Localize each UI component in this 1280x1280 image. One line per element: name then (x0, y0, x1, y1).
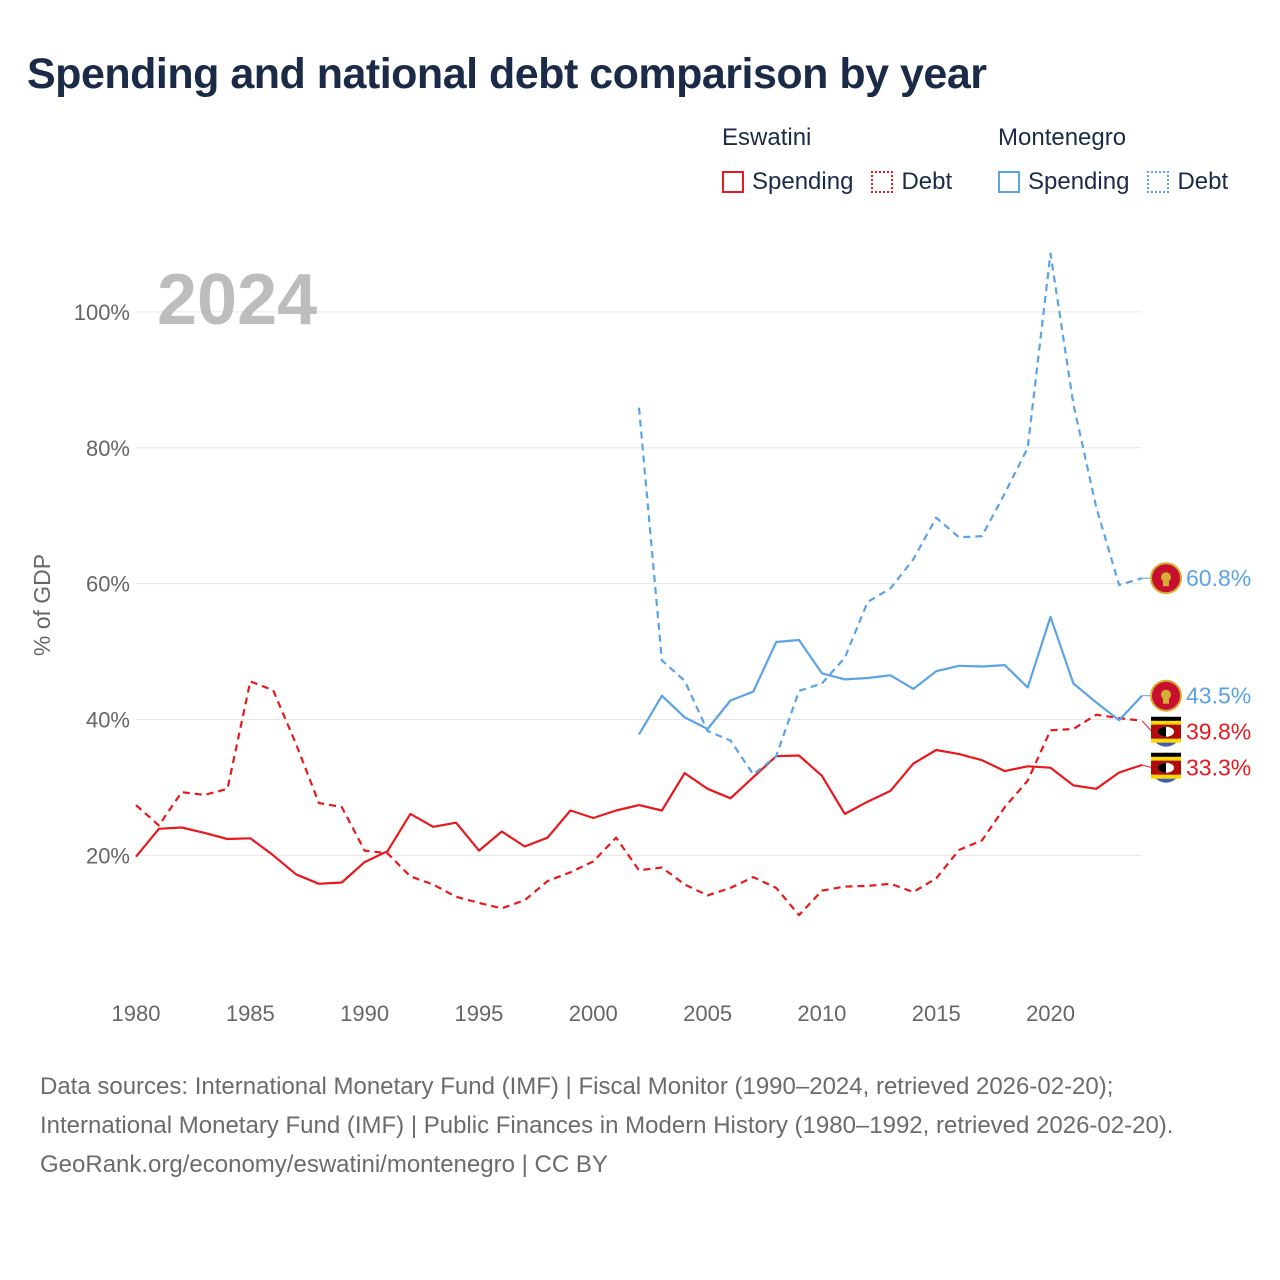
x-tick-label: 2020 (1026, 1001, 1075, 1026)
legend-montenegro: Montenegro Spending Debt (998, 124, 1228, 196)
end-label-leader (1141, 764, 1153, 769)
x-tick-label: 1985 (226, 1001, 275, 1026)
eswatini-flag-icon (1151, 716, 1181, 747)
x-tick-label: 1990 (340, 1001, 389, 1026)
x-tick-label: 1995 (454, 1001, 503, 1026)
legend-item-label: Spending (1028, 168, 1130, 195)
montenegro-flag-icon (1150, 562, 1182, 595)
series-line-montenegro-spending[interactable] (638, 615, 1143, 735)
legend-eswatini: Eswatini Spending Debt (722, 124, 952, 196)
end-label-leader (1141, 720, 1153, 733)
eswatini-flag-icon (1151, 752, 1181, 783)
credit-line: GeoRank.org/economy/eswatini/montenegro … (40, 1151, 608, 1178)
y-tick-label: 100% (74, 300, 130, 325)
solid-line-swatch-icon (998, 171, 1020, 193)
flag-stripe (1151, 738, 1181, 743)
flag-emblem (1163, 698, 1169, 704)
y-tick-label: 80% (86, 436, 130, 461)
x-tick-label: 2005 (683, 1001, 732, 1026)
montenegro-flag-icon (1150, 679, 1182, 712)
flag-stripe (1151, 720, 1181, 725)
legend-item-montenegro-spending[interactable]: Spending (998, 168, 1129, 196)
y-tick-label: 20% (86, 843, 130, 868)
end-value-label: 33.3% (1186, 755, 1251, 781)
series-line-eswatini-spending[interactable] (135, 748, 1143, 885)
series-line-montenegro-debt[interactable] (637, 252, 1143, 776)
legend-group-title: Montenegro (998, 124, 1127, 151)
y-axis-label: % of GDP (29, 554, 55, 656)
flag-top (1151, 716, 1181, 721)
flag-emblem (1161, 572, 1171, 583)
flag-shield (1158, 726, 1166, 737)
solid-line-swatch-icon (722, 171, 744, 193)
y-tick-label: 60% (86, 572, 130, 597)
x-tick-label: 1980 (112, 1001, 161, 1026)
y-tick-label: 40% (86, 707, 130, 732)
end-value-label: 60.8% (1186, 565, 1251, 591)
legend-item-label: Debt (901, 168, 953, 195)
legend-item-label: Debt (1177, 168, 1229, 195)
x-tick-label: 2000 (569, 1001, 618, 1026)
flag-shield (1158, 762, 1166, 773)
flag-emblem (1163, 581, 1169, 587)
series-line-eswatini-debt[interactable] (135, 680, 1143, 917)
flag-stripe (1151, 756, 1181, 761)
legend-item-montenegro-debt[interactable]: Debt (1147, 168, 1228, 196)
end-value-label: 43.5% (1186, 683, 1251, 709)
end-value-label: 39.8% (1186, 719, 1251, 745)
dotted-line-swatch-icon (1147, 171, 1170, 193)
page-title: Spending and national debt comparison by… (27, 50, 987, 98)
dotted-line-swatch-icon (871, 171, 894, 193)
legend-item-eswatini-spending[interactable]: Spending (722, 168, 853, 196)
flag-stripe (1151, 774, 1181, 779)
x-tick-label: 2010 (797, 1001, 846, 1026)
x-tick-label: 2015 (912, 1001, 961, 1026)
footer: Data sources: International Monetary Fun… (40, 1067, 1240, 1184)
line-chart: 20% 40% 60% 80% 100% 1980 1985 1990 1995 2000 2005… (29, 252, 1251, 1026)
flag-emblem (1161, 689, 1171, 700)
year-watermark: 2024 (157, 260, 317, 340)
flag-top (1151, 752, 1181, 757)
legend-group-title: Eswatini (722, 124, 812, 151)
legend-item-eswatini-debt[interactable]: Debt (871, 168, 952, 196)
legend-item-label: Spending (752, 168, 854, 195)
data-sources: Data sources: International Monetary Fun… (40, 1073, 1174, 1139)
